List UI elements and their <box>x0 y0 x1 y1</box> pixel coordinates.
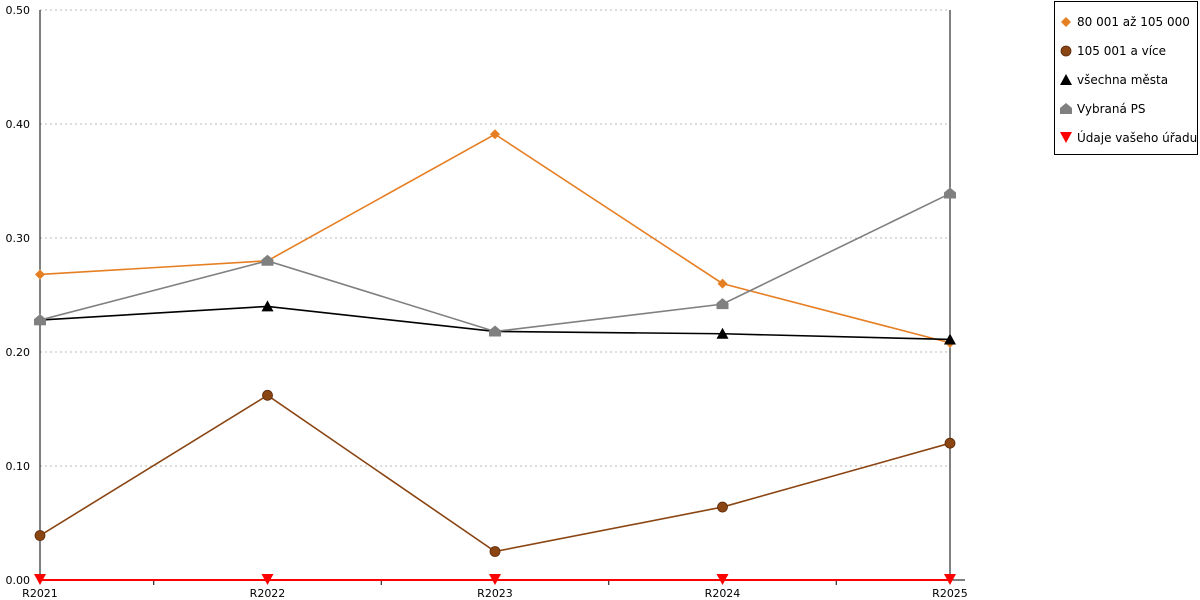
legend-marker <box>1057 102 1075 116</box>
line-chart: 0.00 0.10 0.20 0.30 0.40 0.50 R2021 R2022 R2023… <box>6 4 968 600</box>
legend-label: všechna města <box>1077 73 1169 87</box>
legend-label: 80 001 až 105 000 <box>1077 15 1190 29</box>
data-point <box>489 325 501 337</box>
data-point <box>716 298 729 310</box>
x-axis-tick-labels: R2021 R2022 R2023 R2024 R2025 <box>22 587 968 600</box>
series-4 <box>34 187 956 337</box>
y-tick-label: 0.30 <box>6 232 31 245</box>
legend-item: 80 001 až 105 000 <box>1055 12 1190 32</box>
series <box>34 129 956 585</box>
data-point <box>944 333 956 345</box>
legend-marker-shape <box>1060 74 1072 85</box>
series-3 <box>34 300 956 345</box>
data-point <box>34 530 46 541</box>
series-line <box>39 394 951 553</box>
y-axis-tick-labels: 0.00 0.10 0.20 0.30 0.40 0.50 <box>6 4 31 587</box>
legend: 80 001 až 105 000 105 001 a více všechna m… <box>1054 1 1198 155</box>
series-line <box>39 192 951 333</box>
legend-label: Údaje vašeho úřadu <box>1077 131 1198 145</box>
gridlines <box>40 9 950 467</box>
data-point <box>944 187 956 199</box>
data-point <box>262 389 273 401</box>
series-1 <box>35 129 955 348</box>
y-tick-label: 0.10 <box>6 460 31 473</box>
legend-label: 105 001 a více <box>1077 44 1167 58</box>
legend-marker <box>1057 131 1075 145</box>
data-point <box>34 314 46 326</box>
legend-item: 105 001 a více <box>1055 41 1166 61</box>
legend-item: Údaje vašeho úřadu <box>1055 128 1197 148</box>
data-point <box>489 574 501 585</box>
y-tick-label: 0.20 <box>6 346 31 359</box>
data-point <box>261 574 274 585</box>
legend-marker <box>1057 15 1075 29</box>
data-point <box>489 546 501 557</box>
legend-label: Vybraná PS <box>1077 102 1146 116</box>
data-point <box>717 278 728 289</box>
data-point <box>716 574 729 585</box>
y-tick-label: 0.40 <box>6 118 31 131</box>
x-tick-label: R2023 <box>477 587 513 600</box>
data-point <box>944 574 956 585</box>
legend-marker-shape <box>1060 132 1072 143</box>
legend-item: Vybraná PS <box>1055 99 1146 119</box>
data-point <box>716 327 729 339</box>
axes <box>39 10 965 585</box>
legend-marker <box>1057 73 1075 87</box>
data-point <box>944 437 956 449</box>
data-point <box>35 269 45 280</box>
x-tick-label: R2022 <box>250 587 286 600</box>
data-point <box>490 129 500 140</box>
legend-marker-shape <box>1061 17 1071 27</box>
x-tick-label: R2021 <box>22 587 58 600</box>
x-tick-label: R2025 <box>932 587 968 600</box>
data-point <box>34 574 46 585</box>
x-tick-label: R2024 <box>705 587 741 600</box>
legend-item: všechna města <box>1055 70 1168 90</box>
y-tick-label: 0.50 <box>6 4 31 17</box>
data-point <box>261 300 274 312</box>
data-point <box>261 254 274 266</box>
series-2 <box>34 389 956 557</box>
data-point <box>717 501 728 513</box>
legend-marker-shape <box>1060 45 1072 57</box>
legend-marker <box>1057 44 1075 58</box>
legend-marker-shape <box>1060 103 1072 114</box>
y-tick-label: 0.00 <box>6 574 31 587</box>
series-5 <box>34 574 956 585</box>
